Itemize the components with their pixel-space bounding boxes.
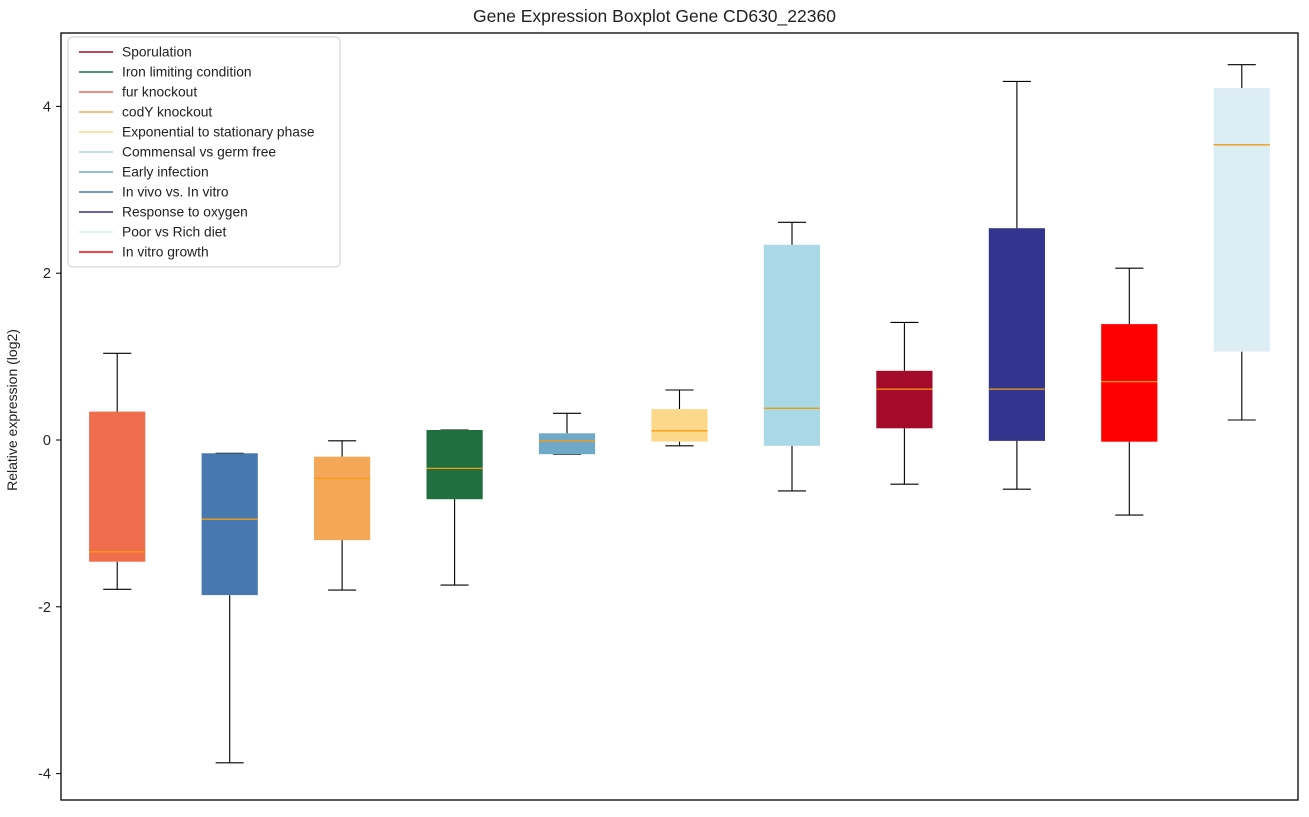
svg-text:codY knockout: codY knockout (122, 105, 212, 120)
svg-text:Exponential to stationary phas: Exponential to stationary phase (122, 125, 315, 140)
svg-text:In vitro growth: In vitro growth (122, 245, 209, 260)
svg-text:Commensal vs germ free: Commensal vs germ free (122, 145, 276, 160)
svg-text:Sporulation: Sporulation (122, 45, 192, 60)
svg-text:4: 4 (43, 99, 51, 115)
svg-text:fur knockout: fur knockout (122, 85, 197, 100)
svg-text:-2: -2 (38, 600, 51, 616)
svg-text:Early infection: Early infection (122, 165, 209, 180)
svg-text:Iron limiting condition: Iron limiting condition (122, 65, 252, 80)
svg-text:-4: -4 (38, 767, 51, 783)
svg-text:In vivo vs. In vitro: In vivo vs. In vitro (122, 185, 229, 200)
svg-text:2: 2 (43, 266, 51, 282)
svg-text:0: 0 (43, 433, 51, 449)
svg-text:Poor vs Rich diet: Poor vs Rich diet (122, 225, 226, 240)
svg-text:Relative expression (log2): Relative expression (log2) (4, 329, 20, 491)
svg-text:Response to oxygen: Response to oxygen (122, 205, 248, 220)
